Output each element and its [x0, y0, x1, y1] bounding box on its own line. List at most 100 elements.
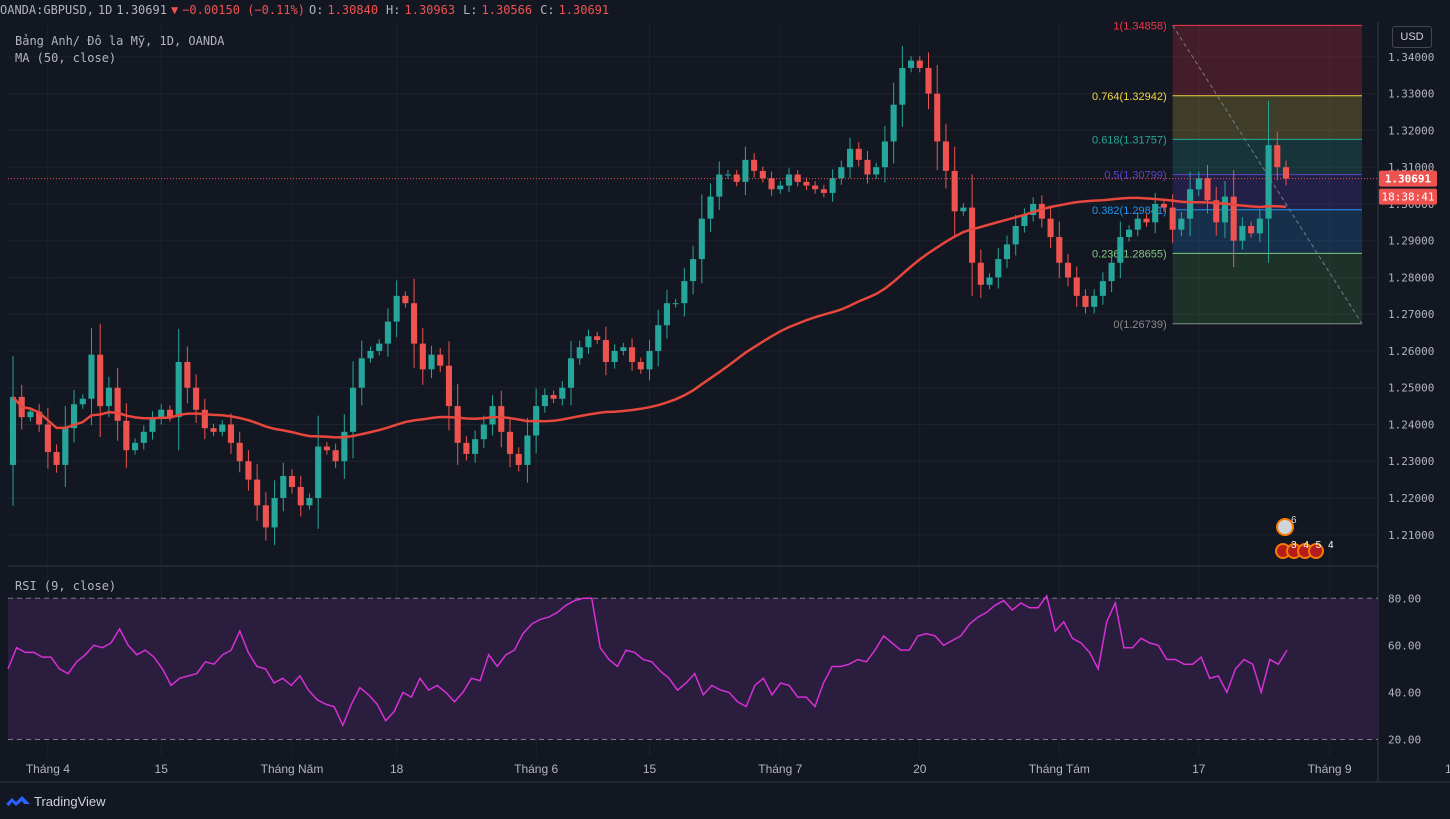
- candle-body: [733, 174, 740, 182]
- candle-body: [873, 167, 880, 175]
- candle-body: [724, 174, 732, 176]
- candle-body: [332, 450, 339, 462]
- candle-body: [376, 343, 383, 351]
- candle-body: [934, 93, 941, 142]
- candle-body: [1169, 207, 1176, 230]
- candle-body: [140, 431, 147, 443]
- candle-body: [280, 475, 287, 498]
- candle-body: [53, 452, 60, 465]
- candle-body: [681, 281, 688, 304]
- candle-body: [1160, 203, 1167, 208]
- high-label: H: 1.30963: [386, 3, 456, 17]
- candle-body: [646, 350, 653, 370]
- time-tick-label: Tháng Năm: [261, 762, 324, 776]
- candle-body: [419, 343, 426, 370]
- time-tick-label: 18: [390, 762, 404, 776]
- down-arrow-icon: ▼: [170, 3, 179, 17]
- fib-level-label: 1(1.34858): [1113, 20, 1166, 32]
- candle-body: [942, 141, 950, 171]
- candle-body: [1064, 262, 1072, 278]
- price-tick-label: 1.27000: [1388, 308, 1434, 321]
- candle-body: [1221, 196, 1229, 223]
- fibonacci-retracement[interactable]: 1(1.34858) 0.764(1.32942) 0.618(1.31757) 0.…: [1092, 20, 1363, 331]
- candle-body: [254, 479, 261, 506]
- candle-body: [315, 446, 322, 498]
- candle-body: [44, 424, 51, 453]
- low-label: L: 1.30566: [463, 3, 533, 17]
- candle-body: [219, 424, 226, 432]
- candle-body: [594, 336, 601, 340]
- axes: 1.21000 1.22000 1.23000 1.24000 1.25000 1.260…: [26, 51, 1450, 776]
- brand-logo[interactable]: TradingView: [6, 790, 106, 812]
- candle-body: [812, 185, 819, 190]
- candle-body: [463, 442, 470, 454]
- uk-event-count: 6: [1291, 515, 1297, 526]
- candle-body: [707, 196, 714, 219]
- candle-body: [881, 141, 888, 168]
- candle-body: [437, 354, 444, 366]
- price-tick-label: 1.25000: [1388, 382, 1434, 395]
- candle-body: [271, 498, 278, 528]
- candle-body: [899, 67, 906, 105]
- rsi-tick-label: 20.00: [1388, 734, 1421, 747]
- candle-body: [977, 262, 984, 285]
- candle-body: [1213, 200, 1220, 223]
- candle-body: [1265, 145, 1272, 219]
- last-price-tag: [1379, 170, 1437, 187]
- candle-body: [1178, 218, 1185, 230]
- fib-zone: [1172, 95, 1362, 140]
- candle-body: [245, 461, 252, 480]
- symbol-name[interactable]: OANDA:GBPUSD,: [0, 3, 94, 17]
- candle-body: [393, 295, 400, 322]
- candle-body: [1230, 196, 1237, 241]
- price-tick-label: 1.28000: [1388, 271, 1434, 284]
- candle-body: [384, 321, 391, 344]
- candle-body: [184, 362, 191, 388]
- candle-body: [480, 424, 487, 440]
- candle-body: [1239, 226, 1246, 241]
- candle-body: [149, 418, 156, 432]
- candle-body: [306, 498, 313, 506]
- rsi-legend: RSI (9, close): [15, 579, 116, 593]
- ma-legend: MA (50, close): [15, 51, 116, 65]
- fib-level-label: 0.764(1.32942): [1092, 91, 1167, 103]
- time-tick-label: 17: [1192, 762, 1206, 776]
- candle-body: [838, 167, 845, 179]
- rsi-band: [8, 598, 1378, 740]
- candle-body: [1187, 189, 1194, 219]
- candle-body: [506, 431, 514, 454]
- candle-body: [515, 453, 522, 465]
- candle-body: [785, 174, 793, 186]
- price-tick-label: 1.21000: [1388, 529, 1434, 542]
- candle-body: [672, 303, 679, 305]
- candle-body: [175, 362, 182, 418]
- candle-body: [629, 347, 636, 362]
- uk-flag-icon: [1276, 518, 1294, 536]
- candle-body: [445, 365, 453, 407]
- candlestick-series: [9, 45, 1290, 546]
- interval[interactable]: 1D: [97, 3, 113, 17]
- fib-level-label: 0.5(1.30799): [1104, 170, 1166, 182]
- candle-body: [297, 486, 304, 506]
- candle-body: [1082, 295, 1089, 307]
- candle-body: [341, 431, 348, 462]
- candle-body: [288, 475, 296, 487]
- close-label: C: 1.30691: [540, 3, 610, 17]
- price-tick-label: 1.29000: [1388, 235, 1434, 248]
- candle-body: [576, 347, 583, 359]
- economic-events[interactable]: 6 3 4 5 4: [1275, 515, 1336, 559]
- fib-zone: [1172, 253, 1362, 324]
- candle-body: [1021, 214, 1028, 226]
- fib-level-label: 0.618(1.31757): [1092, 134, 1167, 146]
- candle-body: [829, 178, 836, 193]
- countdown-label: 18:38:41: [1382, 191, 1435, 204]
- currency-button[interactable]: USD: [1392, 26, 1432, 48]
- candle-body: [402, 295, 409, 304]
- rsi-line: [7, 594, 1288, 728]
- candle-body: [1047, 218, 1054, 238]
- fib-level-label: 0(1.26739): [1113, 319, 1166, 331]
- candle-body: [663, 303, 670, 326]
- time-tick-label: 20: [913, 762, 927, 776]
- candle-body: [541, 395, 548, 407]
